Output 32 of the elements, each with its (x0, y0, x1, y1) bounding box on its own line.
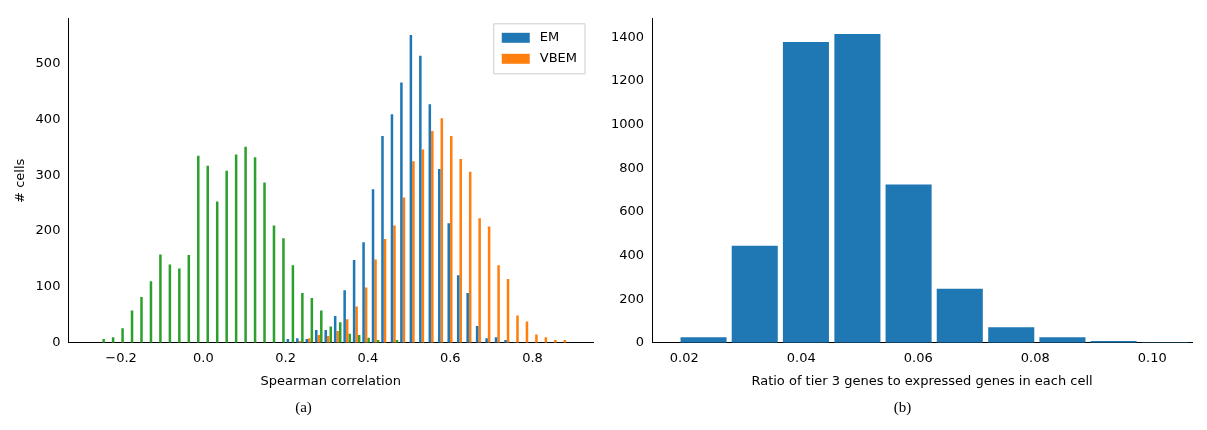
legend-label: VBEM (539, 50, 577, 66)
text: (a) (295, 399, 312, 416)
y-tick-label: 1400 (610, 28, 644, 44)
x-tick-label: 0.06 (903, 349, 933, 365)
x-axis-title: Ratio of tier 3 genes to expressed genes in each cell (750, 372, 1093, 388)
y-tick-label: 0 (635, 334, 644, 350)
x-tick-label: 0.10 (1137, 349, 1167, 365)
y-tick-label: 300 (35, 166, 60, 182)
y-tick-label: 1200 (610, 72, 644, 88)
x-tick-label: 0.4 (357, 349, 378, 365)
x-tick-label: 0.6 (439, 349, 461, 365)
y-tick-label: 400 (35, 110, 60, 126)
x-tick-label: 0.08 (1020, 349, 1050, 365)
y-tick-label: 200 (35, 222, 60, 238)
x-tick-label: 0.04 (786, 349, 816, 365)
x-tick-label: 0.0 (192, 349, 214, 365)
x-tick-label: 0.8 (521, 349, 543, 365)
x-tick-label: 0.02 (669, 349, 699, 365)
y-tick-label: 200 (618, 290, 644, 306)
legend-label: EM (539, 29, 559, 45)
y-tick-label: 500 (35, 54, 60, 70)
y-tick-label: 0 (51, 334, 60, 350)
y-tick-label: 600 (618, 203, 644, 219)
x-tick-label: 0.2 (274, 349, 296, 365)
x-tick-label: −0.2 (104, 349, 137, 365)
y-tick-label: 1000 (610, 115, 644, 131)
y-tick-label: 800 (618, 159, 644, 175)
y-axis-title: # cells (11, 158, 27, 203)
y-tick-label: 100 (35, 278, 60, 294)
text: (b) (893, 399, 912, 416)
x-axis-title: Spearman correlation (260, 372, 401, 388)
y-tick-label: 400 (618, 246, 644, 262)
